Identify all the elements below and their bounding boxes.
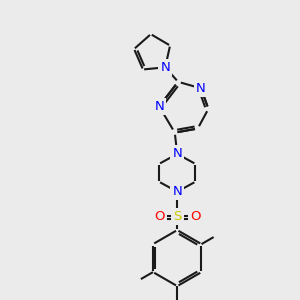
Text: N: N — [160, 61, 170, 74]
Text: O: O — [190, 210, 200, 223]
Text: N: N — [172, 148, 182, 160]
Text: O: O — [154, 210, 164, 223]
Text: N: N — [196, 82, 206, 95]
Text: S: S — [173, 210, 182, 223]
Text: N: N — [154, 100, 164, 113]
Text: N: N — [172, 185, 182, 198]
